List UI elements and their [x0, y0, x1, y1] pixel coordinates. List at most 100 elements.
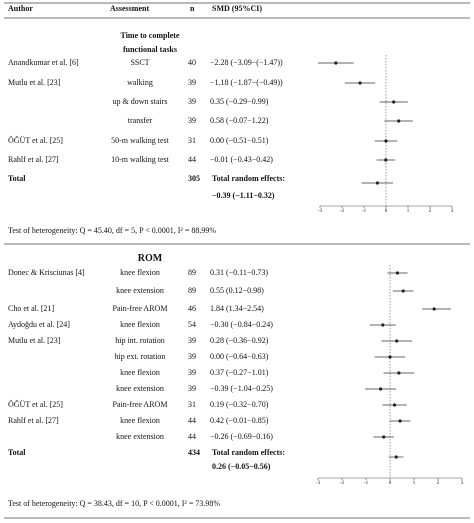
smd-label: 0.37 (−0.27−1.01) [210, 368, 269, 377]
n: 31 [188, 136, 196, 145]
smd-label: 0.00 (−0.64−0.63) [210, 352, 269, 361]
author: Aydoğdu et al. [24] [8, 320, 70, 329]
assessment: knee flexion [120, 320, 160, 329]
x-tick-label: 0 [388, 481, 392, 486]
n: 39 [188, 336, 196, 345]
x-tick-label: 2 [428, 209, 432, 214]
author: Mutlu et al. [23] [8, 78, 61, 87]
total-smd-label: −0.39 (−1.11−0.32) [212, 191, 275, 200]
x-tick-label: -1 [363, 481, 369, 486]
n: 44 [188, 432, 196, 441]
n: 54 [188, 320, 196, 329]
estimate-point [379, 387, 383, 391]
x-tick-label: -1 [361, 209, 367, 214]
estimate-point [392, 403, 397, 407]
assessment: hip ext. rotation [114, 352, 166, 361]
x-tick-label: 3 [460, 481, 464, 486]
assessment: knee flexion [120, 368, 160, 377]
estimate-point [358, 81, 362, 85]
panel-title: Time to complete functional tasks [120, 31, 180, 54]
smd-label: −1.18 (−1.87−(−0.49)) [210, 78, 283, 87]
smd-label: −0.30 (−0.84−0.24) [210, 320, 273, 329]
heterogeneity: Test of heterogeneity: Q = 45.40, df = 5… [8, 226, 217, 235]
assessment: walking [127, 78, 153, 87]
x-tick-label: -2 [339, 481, 345, 486]
assessment: 10-m walking test [111, 155, 169, 164]
smd-label: 0.55 (0.12−0.98) [210, 286, 264, 295]
estimate-point [384, 158, 388, 162]
assessment: knee extension [116, 384, 164, 393]
estimate-point [381, 323, 385, 327]
estimate-point [392, 100, 396, 104]
smd-label: 1.84 (1.34−2.54) [210, 304, 264, 313]
x-tick-label: 2 [436, 481, 440, 486]
smd-label: 0.00 (−0.51−0.51) [210, 136, 269, 145]
n: 89 [188, 286, 196, 295]
smd-label: 0.28 (−0.36−0.92) [210, 336, 269, 345]
total-n: 305 [188, 174, 200, 183]
panel-title: ROM [137, 253, 163, 264]
author: ÖĞÜT et al. [25] [8, 400, 63, 409]
assessment: 50-m walking test [111, 136, 169, 145]
total-label: Total [8, 174, 26, 183]
author: Mutlu et al. [23] [8, 336, 61, 345]
x-tick-label: 0 [384, 209, 388, 214]
smd-label: 0.19 (−0.32−0.70) [210, 400, 269, 409]
author: ÖĞÜT et al. [25] [8, 136, 63, 145]
assessment: Pain-free AROM [112, 304, 168, 313]
header-smd: SMD (95%CI) [212, 4, 262, 13]
total-smd-label: 0.26 (−0.05−0.56) [212, 462, 271, 471]
header-assessment: Assessment [110, 4, 150, 13]
assessment: Pain-free AROM [112, 400, 168, 409]
estimate-point [384, 139, 388, 143]
smd-label: −0.39 (−1.04−0.25) [210, 384, 273, 393]
assessment: knee extension [116, 432, 164, 441]
x-tick-label: -3 [315, 481, 321, 486]
smd-label: −2.28 (−3.09−(−1.47)) [210, 58, 283, 67]
author: Donec & Krisciunas [4] [8, 268, 85, 277]
total-text: Total random effects: [212, 448, 286, 457]
estimate-point [395, 339, 399, 343]
estimate-point [432, 307, 436, 311]
n: 39 [188, 78, 196, 87]
estimate-point [388, 355, 392, 359]
estimate-point [375, 181, 380, 185]
n: 89 [188, 268, 196, 277]
n: 39 [188, 368, 196, 377]
estimate-point [395, 271, 400, 275]
header-n: n [190, 4, 195, 13]
total-text: Total random effects: [212, 174, 286, 183]
smd-label: −0.01 (−0.43−0.42) [210, 155, 273, 164]
author: Rahlf et al. [27] [8, 155, 59, 164]
smd-label: 0.58 (−0.07−1.22) [210, 116, 269, 125]
estimate-point [382, 435, 386, 439]
author: Rahlf et al. [27] [8, 416, 59, 425]
n: 40 [188, 58, 196, 67]
x-tick-label: -2 [339, 209, 345, 214]
heterogeneity: Test of heterogeneity: Q = 38.43, df = 1… [8, 499, 221, 508]
author: Cho et al. [21] [8, 304, 55, 313]
n: 44 [188, 155, 196, 164]
assessment: hip int. rotation [115, 336, 165, 345]
smd-label: 0.42 (−0.01−0.85) [210, 416, 269, 425]
n: 46 [188, 304, 196, 313]
estimate-point [397, 119, 401, 123]
n: 44 [188, 416, 196, 425]
n: 39 [188, 352, 196, 361]
assessment: knee extension [116, 286, 164, 295]
smd-label: −0.26 (−0.69−0.16) [210, 432, 273, 441]
assessment: up & down stairs [112, 97, 168, 106]
smd-label: 0.35 (−0.29−0.99) [210, 97, 269, 106]
x-tick-label: 1 [406, 209, 410, 214]
estimate-point [334, 61, 338, 65]
estimate-point [394, 455, 398, 459]
estimate-point [398, 419, 402, 423]
smd-label: 0.31 (−0.11−0.73) [210, 268, 269, 277]
x-tick-label: -3 [317, 209, 323, 214]
assessment: SSCT [130, 58, 150, 67]
total-n: 434 [188, 448, 200, 457]
assessment: knee flexion [120, 416, 160, 425]
assessment: knee flexion [120, 268, 160, 277]
